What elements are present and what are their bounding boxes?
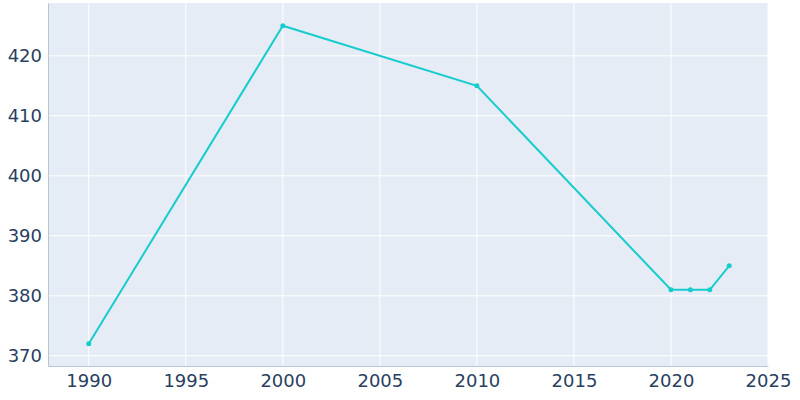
x-grid-line — [768, 3, 769, 366]
x-grid-line — [88, 3, 89, 366]
tick: 1990 — [66, 366, 112, 391]
plot: 1990 1995 2000 2005 2010 2015 2020 2025 370 380 39… — [8, 3, 792, 391]
tick-label: 2010 — [454, 370, 500, 391]
tick-label: 410 — [8, 105, 42, 126]
y-grid-line — [48, 175, 768, 176]
tick-label: 370 — [8, 345, 42, 366]
chart: 1990 1995 2000 2005 2010 2015 2020 2025 370 380 39… — [0, 0, 800, 400]
x-grid-line — [670, 3, 671, 366]
data-layer — [86, 23, 731, 346]
tick-label: 380 — [8, 285, 42, 306]
y-grid-line — [48, 55, 768, 56]
marker — [474, 83, 479, 88]
tick-label: 2020 — [649, 370, 695, 391]
tick-label: 390 — [8, 225, 42, 246]
tick: 380 — [8, 285, 48, 306]
x-grid-line — [379, 3, 380, 366]
y-grid-line — [48, 295, 768, 296]
marker — [668, 287, 673, 292]
tick: 370 — [8, 345, 48, 366]
marker — [707, 287, 712, 292]
tick-label: 2015 — [552, 370, 598, 391]
tick: 2015 — [552, 366, 598, 391]
line — [89, 26, 729, 344]
marker — [86, 341, 91, 346]
tick: 2025 — [746, 366, 792, 391]
marker — [727, 263, 732, 268]
marker — [688, 287, 693, 292]
tick: 400 — [8, 165, 48, 186]
tick-label: 400 — [8, 165, 42, 186]
tick: 390 — [8, 225, 48, 246]
x-axis: 1990 1995 2000 2005 2010 2015 2020 2025 — [49, 366, 792, 391]
y-grid-line — [48, 355, 768, 356]
tick-label: 1990 — [66, 370, 112, 391]
plot-background — [48, 3, 768, 366]
tick: 420 — [8, 45, 48, 66]
tick: 410 — [8, 105, 48, 126]
marker — [280, 23, 285, 28]
tick: 2020 — [649, 366, 695, 391]
tick: 2010 — [454, 366, 500, 391]
y-grid-line — [48, 115, 768, 116]
tick-label: 420 — [8, 45, 42, 66]
tick-label: 2005 — [357, 370, 403, 391]
tick-label: 2025 — [746, 370, 792, 391]
tick-label: 2000 — [260, 370, 306, 391]
axis-line — [48, 4, 49, 367]
x-grid-line — [282, 3, 283, 366]
x-grid-line — [573, 3, 574, 366]
tick: 2005 — [357, 366, 403, 391]
grid — [48, 3, 768, 366]
axis-line — [49, 366, 769, 367]
tick: 2000 — [260, 366, 306, 391]
y-axis: 370 380 390 400 410 420 — [8, 4, 49, 367]
x-grid-line — [476, 3, 477, 366]
tick: 1995 — [163, 366, 209, 391]
tick-label: 1995 — [163, 370, 209, 391]
